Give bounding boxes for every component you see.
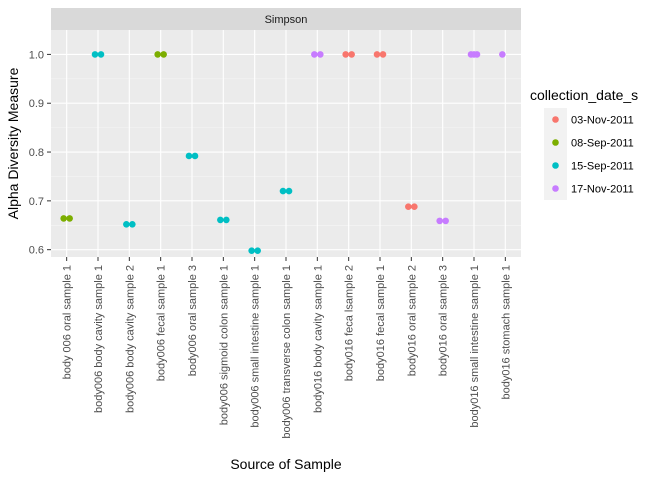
y-axis: 0.6 0.7 0.8 0.9 1.0 bbox=[29, 49, 51, 257]
legend-keys: 03-Nov-2011 08-Sep-2011 15-Sep-2011 17-Nov-… bbox=[544, 108, 634, 200]
x-axis-title: Source of Sample bbox=[230, 456, 341, 472]
x-tick-label: body006 small intestine sample 1 bbox=[250, 265, 262, 428]
legend-key-label: 08-Sep-2011 bbox=[571, 138, 634, 150]
x-tick-label: body016 body cavity sample 1 bbox=[312, 265, 324, 413]
y-tick-label: 1.0 bbox=[29, 49, 44, 61]
legend-title: collection_date_s bbox=[530, 87, 638, 103]
legend-key-label: 03-Nov-2011 bbox=[571, 115, 634, 127]
x-tick-label: body016 fecal sample 1 bbox=[375, 265, 387, 381]
data-point bbox=[97, 51, 105, 58]
x-tick-label: body006 body cavity sample 2 bbox=[124, 265, 136, 413]
x-tick-label: body006 sigmoid colon sample 1 bbox=[218, 265, 230, 425]
data-point bbox=[411, 203, 418, 211]
data-point bbox=[223, 216, 230, 224]
data-point bbox=[66, 215, 73, 222]
data-point bbox=[499, 51, 506, 58]
data-point bbox=[379, 51, 387, 58]
x-tick-label: body006 fecal sample 1 bbox=[156, 265, 168, 381]
data-point bbox=[405, 203, 412, 211]
data-point bbox=[348, 51, 355, 58]
data-point bbox=[154, 51, 161, 58]
legend-key-label: 17-Nov-2011 bbox=[571, 184, 634, 196]
data-point bbox=[279, 187, 287, 195]
legend: collection_date_s 03-Nov-2011 08-Sep-2011… bbox=[530, 87, 638, 200]
data-point bbox=[470, 51, 478, 58]
data-point bbox=[311, 51, 318, 58]
x-tick-label: body006 transverse colon sample 1 bbox=[281, 265, 293, 439]
data-point bbox=[129, 220, 136, 228]
data-point bbox=[60, 215, 67, 222]
data-point bbox=[373, 51, 381, 58]
x-tick-label: body006 body cavity sample 1 bbox=[93, 265, 105, 413]
facet-strip bbox=[51, 8, 521, 30]
x-tick-label: body016 oral sample 2 bbox=[406, 265, 418, 376]
x-tick-label: body016 stomach sample 1 bbox=[500, 265, 512, 400]
x-tick-label: body006 oral sample 3 bbox=[187, 265, 199, 376]
data-point bbox=[442, 217, 449, 225]
x-tick-label: body 006 oral sample 1 bbox=[62, 265, 74, 379]
data-point bbox=[285, 187, 293, 195]
data-point bbox=[185, 152, 193, 160]
data-point bbox=[254, 247, 261, 254]
data-point bbox=[160, 51, 167, 58]
y-tick-label: 0.6 bbox=[29, 245, 44, 257]
grid-lines bbox=[51, 30, 521, 257]
x-tick-label: body016 oral sample 3 bbox=[438, 265, 450, 376]
facet-strip-label: Simpson bbox=[265, 14, 308, 26]
legend-key-label: 15-Sep-2011 bbox=[571, 161, 634, 173]
data-point bbox=[436, 217, 443, 225]
legend-key-dot bbox=[552, 162, 559, 169]
data-point bbox=[342, 51, 349, 58]
data-point bbox=[317, 51, 324, 58]
legend-key-dot bbox=[552, 139, 559, 146]
data-point bbox=[91, 51, 99, 58]
data-points bbox=[60, 51, 506, 254]
y-tick-label: 0.7 bbox=[29, 196, 44, 208]
legend-key-dot bbox=[552, 185, 559, 192]
legend-key-dot bbox=[552, 116, 559, 123]
data-point bbox=[123, 220, 130, 228]
y-axis-title: Alpha Diversity Measure bbox=[5, 67, 21, 219]
x-axis: body 006 oral sample 1 body006 body cavit… bbox=[62, 257, 512, 439]
y-tick-label: 0.8 bbox=[29, 147, 44, 159]
data-point bbox=[217, 216, 224, 224]
x-tick-label: body016 feca lsample 2 bbox=[344, 265, 356, 381]
y-tick-label: 0.9 bbox=[29, 98, 44, 110]
x-tick-label: body016 small intestine sample 1 bbox=[469, 265, 481, 428]
data-point bbox=[191, 152, 199, 160]
data-point bbox=[248, 247, 255, 254]
